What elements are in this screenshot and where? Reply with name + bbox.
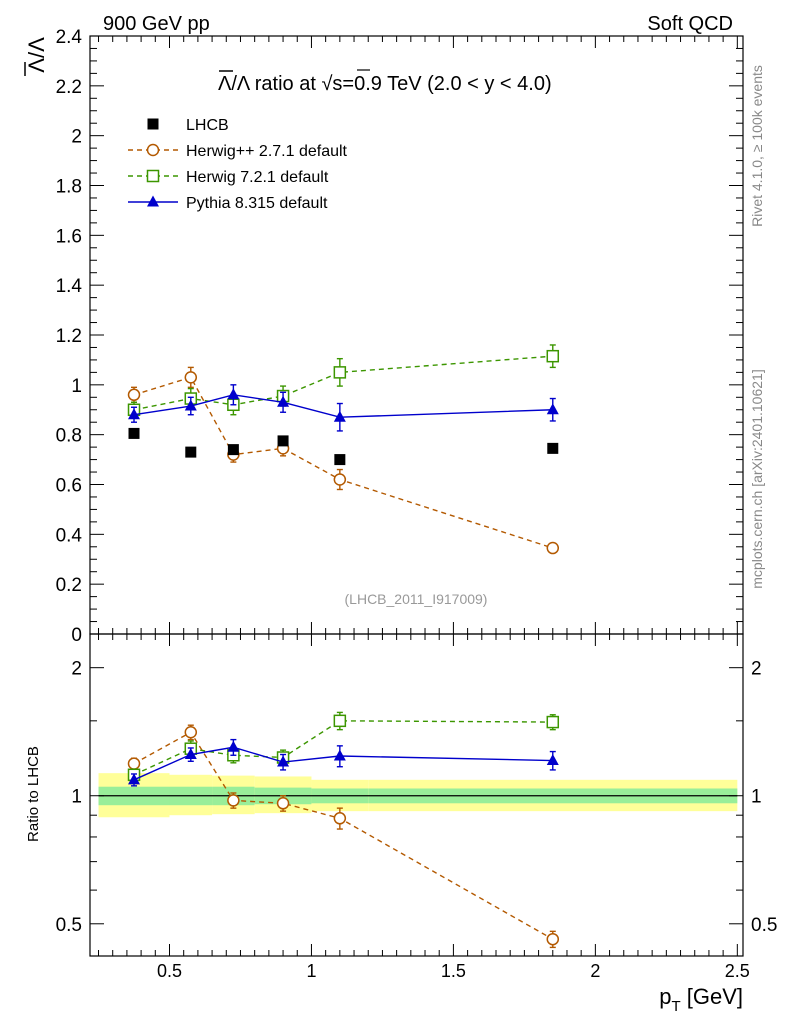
- svg-text:Λ/Λ: Λ/Λ: [24, 37, 49, 73]
- title-lead: /Λ ratio at: [231, 73, 321, 95]
- herwig-7-2-1-default-ratio-point: [333, 714, 347, 728]
- x-tick-label: 2: [590, 961, 600, 981]
- y-tick-label: 1: [71, 376, 82, 397]
- lhcb-main-point: [128, 427, 140, 439]
- herwig-7-2-1-default-ratio-point: [546, 715, 560, 729]
- herwig-7-2-1-default-main-line: [133, 355, 553, 411]
- herwig-7-2-1-default-ratio-line: [133, 720, 553, 776]
- herwig-2-7-1-default-ratio-point: [546, 932, 560, 946]
- y-tick-label: 0.2: [56, 575, 82, 596]
- x-label-p: p: [659, 984, 671, 1009]
- y-tick-label: 1.4: [56, 276, 83, 297]
- legend-label-lhcb: LHCB: [186, 117, 229, 134]
- y-tick-label: 2.4: [56, 27, 83, 48]
- x-tick-label: 1.5: [441, 961, 466, 981]
- legend-label-herwig-7-2-1-default: Herwig 7.2.1 default: [186, 169, 329, 186]
- y-label-lambda: /Λ: [24, 37, 49, 58]
- y-tick-label: 2: [71, 127, 82, 148]
- lhcb-main-point: [185, 446, 197, 458]
- y-tick-label: 1.6: [56, 226, 82, 247]
- herwig-2-7-1-default-main-point: [184, 371, 198, 384]
- y-label-antilambda: Λ: [24, 58, 49, 73]
- y-tick-label: 2.2: [56, 77, 82, 98]
- y-tick-label: 0.6: [56, 476, 82, 497]
- y-tick-label: 1.2: [56, 326, 82, 347]
- ratio-tick-label-right: 0.5: [751, 915, 777, 936]
- y-tick-label: 0: [71, 625, 82, 646]
- pythia-8-315-default-ratio-point: [227, 740, 240, 752]
- ratio-y-label: Ratio to LHCB: [25, 746, 42, 842]
- herwig-2-7-1-default-ratio-point: [127, 757, 141, 770]
- pythia-8-315-default-main-line: [133, 394, 553, 418]
- title-sqrt-arg: s: [332, 73, 342, 95]
- herwig-2-7-1-default-ratio-point: [227, 794, 240, 807]
- legend-marker-pythia-8-315-default: [147, 195, 159, 207]
- pythia-8-315-default-ratio-point: [333, 749, 346, 761]
- pythia-8-315-default-ratio-point: [277, 755, 290, 767]
- pythia-8-315-default-main-point: [227, 388, 240, 400]
- x-tick-label: 2.5: [725, 961, 750, 981]
- lhcb-main-point: [227, 444, 239, 456]
- ratio-frame: [89, 633, 744, 957]
- ratio-tick-label-right: 1: [751, 787, 762, 808]
- chart-title: Λ/Λ ratio at √s=0.9 TeV (2.0 < y < 4.0): [218, 69, 552, 95]
- x-label-sub: T: [671, 998, 680, 1015]
- herwig-2-7-1-default-main-point: [333, 473, 347, 486]
- pythia-8-315-default-ratio-line: [133, 746, 553, 781]
- title-antilambda: Λ: [218, 73, 232, 95]
- header-left: 900 GeV pp: [103, 13, 210, 35]
- svg-text:Λ/Λ ratio at √s=0.9 TeV (2.0 <: Λ/Λ ratio at √s=0.9 TeV (2.0 < y < 4.0): [218, 73, 552, 95]
- herwig-2-7-1-default-ratio-point: [184, 726, 198, 739]
- x-tick-label: 0.5: [157, 961, 182, 981]
- pythia-8-315-default-ratio-point: [546, 754, 559, 766]
- lhcb-main-point: [277, 435, 289, 447]
- mcplots-label: mcplots.cern.ch [arXiv:2401.10621]: [749, 369, 765, 588]
- watermark: (LHCB_2011_I917009): [345, 591, 488, 607]
- y-tick-label: 1.8: [56, 177, 82, 198]
- pythia-8-315-default-main-point: [277, 395, 290, 407]
- pythia-8-315-default-ratio-point: [184, 748, 197, 760]
- lhcb-main-point: [334, 454, 346, 466]
- herwig-2-7-1-default-main-line: [133, 376, 553, 549]
- ratio-tick-label-right: 2: [751, 659, 762, 680]
- legend-marker-lhcb: [147, 118, 159, 130]
- x-label-unit: [GeV]: [681, 984, 743, 1009]
- x-axis-label: pT [GeV]: [659, 984, 743, 1015]
- title-sqrt-sign: √: [321, 73, 332, 95]
- pythia-8-315-default-main-point: [546, 403, 559, 415]
- ratio-tick-label-left: 0.5: [56, 915, 82, 936]
- herwig-2-7-1-default-ratio-point: [333, 812, 347, 825]
- pythia-8-315-default-ratio-point: [128, 773, 141, 785]
- herwig-2-7-1-default-ratio-point: [276, 797, 290, 810]
- herwig-2-7-1-default-ratio-line: [133, 731, 554, 940]
- header-right: Soft QCD: [647, 13, 733, 35]
- herwig-7-2-1-default-main-point: [546, 349, 560, 363]
- herwig-2-7-1-default-main-point: [127, 388, 141, 402]
- legend-label-pythia-8-315-default: Pythia 8.315 default: [186, 195, 328, 212]
- herwig-7-2-1-default-main-point: [333, 366, 347, 379]
- ratio-tick-label-left: 2: [71, 659, 82, 680]
- pythia-8-315-default-main-point: [184, 399, 197, 411]
- ratio-tick-label-left: 1: [71, 787, 82, 808]
- x-tick-label: 1: [306, 961, 316, 981]
- y-axis-label: Λ/Λ: [24, 37, 49, 76]
- herwig-2-7-1-default-main-point: [546, 541, 560, 555]
- pythia-8-315-default-main-point: [128, 408, 141, 420]
- legend-label-herwig-2-7-1-default: Herwig++ 2.7.1 default: [186, 143, 348, 160]
- lhcb-main-point: [547, 442, 559, 454]
- title-tail: =0.9 TeV (2.0 < y < 4.0): [342, 73, 551, 95]
- legend-marker-herwig-2-7-1-default: [146, 143, 160, 157]
- y-tick-label: 0.4: [56, 525, 83, 546]
- rivet-label: Rivet 4.1.0, ≥ 100k events: [749, 65, 765, 227]
- y-tick-label: 0.8: [56, 426, 82, 447]
- pythia-8-315-default-main-point: [333, 410, 346, 422]
- legend-marker-herwig-7-2-1-default: [146, 169, 160, 183]
